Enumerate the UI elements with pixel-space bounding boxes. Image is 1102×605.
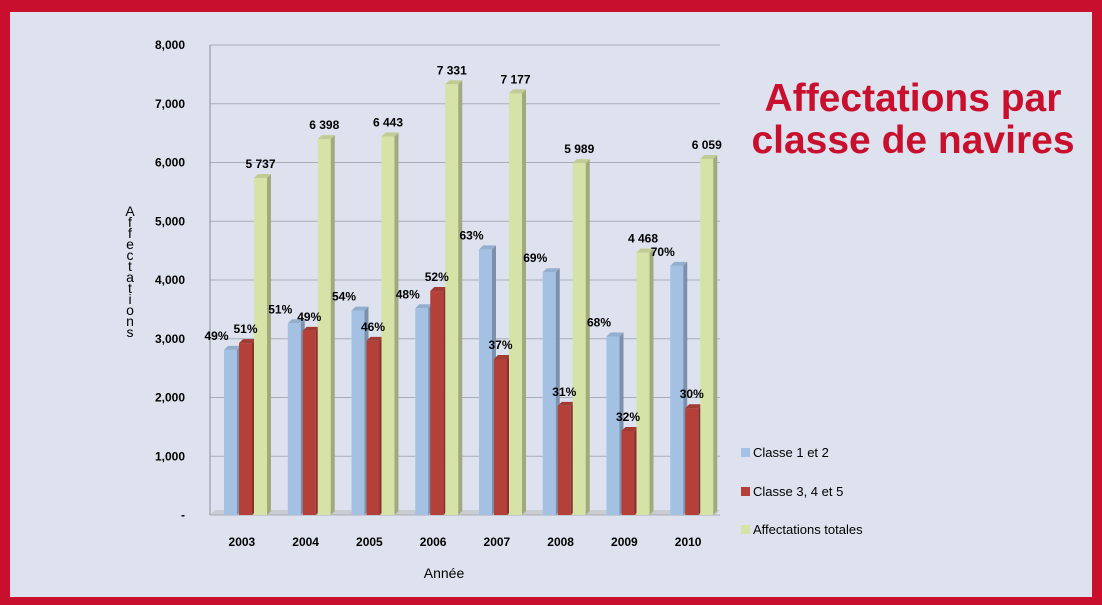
y-axis-title-char: i — [128, 291, 131, 307]
bar — [415, 304, 433, 515]
x-axis-ticks: 2003 2004 2005 2006 2007 2008 2009 2010 — [229, 535, 702, 549]
x-tick-label: 2010 — [675, 535, 702, 549]
y-tick-label: 5,000 — [155, 214, 185, 228]
chart-title: Affectations par classe de navires — [751, 77, 1075, 162]
y-axis-title-char: t — [128, 280, 132, 296]
data-labels: 49% 51% 5 737 51% 49% 6 398 54% 46% 6 443 48% 52% 7… — [204, 63, 722, 424]
bar — [700, 155, 718, 515]
bars — [224, 80, 718, 516]
y-axis-title-char: a — [126, 269, 134, 285]
data-label: 46% — [361, 320, 385, 334]
bar — [445, 80, 463, 516]
bar — [351, 306, 369, 515]
x-tick-label: 2006 — [420, 535, 447, 549]
data-label: 51% — [233, 322, 257, 336]
grid — [209, 44, 720, 516]
bar — [685, 404, 703, 515]
data-label: 49% — [204, 329, 228, 343]
y-tick-label: 2,000 — [155, 391, 185, 405]
y-axis-title-char: e — [126, 236, 134, 252]
legend-item: Classe 3, 4 et 5 — [741, 484, 843, 499]
data-label: 5 989 — [564, 142, 594, 156]
legend-label: Affectations totales — [753, 522, 863, 537]
y-tick-label: 1,000 — [155, 449, 185, 463]
data-label: 70% — [651, 245, 675, 259]
bar — [254, 173, 271, 516]
data-label: 32% — [616, 410, 640, 424]
legend-item: Affectations totales — [741, 522, 863, 537]
legend-label: Classe 1 et 2 — [753, 445, 829, 460]
y-axis-ticks: - 1,000 2,000 3,000 4,000 5,000 6,000 7,000 8,00… — [155, 38, 185, 522]
bar — [302, 326, 320, 515]
data-label: 69% — [523, 251, 547, 265]
bar — [287, 319, 305, 515]
data-label: 7 177 — [500, 72, 530, 86]
y-axis-title-char: f — [128, 214, 132, 230]
bar — [557, 401, 575, 515]
bar — [381, 132, 399, 515]
data-label: 7 331 — [437, 63, 467, 77]
legend-item: Classe 1 et 2 — [741, 445, 829, 460]
data-label: 48% — [396, 287, 420, 301]
x-tick-label: 2004 — [292, 535, 319, 549]
bar — [509, 89, 526, 515]
y-tick-label: 4,000 — [155, 273, 185, 287]
bar — [479, 245, 496, 516]
bar — [494, 354, 511, 515]
y-tick-label: 6,000 — [155, 156, 185, 170]
data-label: 6 443 — [373, 115, 403, 129]
data-label: 51% — [268, 302, 292, 316]
bar — [621, 426, 639, 515]
y-axis-title-char: s — [127, 324, 134, 340]
x-axis-title: Année — [424, 565, 465, 581]
y-axis-title-char: f — [128, 225, 132, 241]
bar — [317, 135, 335, 515]
data-label: 37% — [488, 338, 512, 352]
data-label: 63% — [459, 228, 483, 242]
bar — [636, 248, 654, 515]
y-axis-title-char: A — [125, 203, 135, 219]
legend-label: Classe 3, 4 et 5 — [753, 484, 843, 499]
y-axis-title-char: o — [126, 302, 134, 318]
x-tick-label: 2005 — [356, 535, 383, 549]
data-label: 54% — [332, 290, 356, 304]
x-tick-label: 2008 — [547, 535, 574, 549]
legend-swatch — [741, 525, 750, 534]
y-tick-label: 8,000 — [155, 38, 185, 52]
bar — [430, 287, 448, 515]
y-tick-label: - — [181, 508, 185, 522]
legend-swatch — [741, 448, 750, 457]
data-label: 6 398 — [309, 118, 339, 132]
data-label: 30% — [680, 387, 704, 401]
y-tick-label: 3,000 — [155, 332, 185, 346]
data-label: 68% — [587, 316, 611, 330]
data-label: 52% — [425, 270, 449, 284]
y-axis-title-char: t — [128, 258, 132, 274]
bar — [366, 336, 384, 515]
data-label: 4 468 — [628, 232, 658, 246]
legend: Classe 1 et 2 Classe 3, 4 et 5 Affectation… — [741, 445, 863, 537]
data-label: 6 059 — [692, 138, 722, 152]
y-axis-title: Affectations — [125, 203, 135, 340]
y-axis-title-char: c — [127, 247, 134, 263]
y-tick-label: 7,000 — [155, 97, 185, 111]
x-tick-label: 2009 — [611, 535, 638, 549]
x-tick-label: 2003 — [229, 535, 256, 549]
legend-swatch — [741, 487, 750, 496]
bar — [239, 339, 256, 515]
data-label: 5 737 — [245, 157, 275, 171]
data-label: 31% — [552, 385, 576, 399]
bar — [572, 159, 590, 516]
bar — [224, 345, 241, 515]
x-tick-label: 2007 — [484, 535, 511, 549]
chart-floor — [210, 510, 720, 515]
y-axis-title-char: n — [126, 313, 134, 329]
data-label: 49% — [297, 310, 321, 324]
